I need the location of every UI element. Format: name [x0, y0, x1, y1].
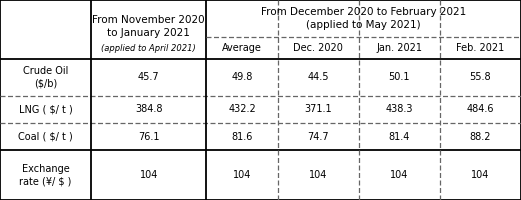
Text: 384.8: 384.8: [135, 104, 163, 114]
Text: From December 2020 to February 2021
(applied to May 2021): From December 2020 to February 2021 (app…: [261, 7, 466, 30]
Text: Coal ( $/ t ): Coal ( $/ t ): [18, 132, 73, 142]
Text: 49.8: 49.8: [231, 72, 253, 82]
Text: (applied to April 2021): (applied to April 2021): [101, 44, 196, 53]
Text: From November 2020
to January 2021: From November 2020 to January 2021: [92, 15, 205, 38]
Text: 55.8: 55.8: [469, 72, 491, 82]
Text: 104: 104: [233, 170, 251, 180]
Text: 81.6: 81.6: [231, 132, 253, 142]
Text: 45.7: 45.7: [138, 72, 159, 82]
Text: 104: 104: [309, 170, 327, 180]
Text: Exchange
rate (¥/ $ ): Exchange rate (¥/ $ ): [19, 164, 72, 186]
Text: 104: 104: [140, 170, 158, 180]
Text: Dec. 2020: Dec. 2020: [293, 43, 343, 53]
Text: Average: Average: [222, 43, 262, 53]
Text: Feb. 2021: Feb. 2021: [456, 43, 504, 53]
Text: 76.1: 76.1: [138, 132, 159, 142]
Text: 74.7: 74.7: [307, 132, 329, 142]
Text: LNG ( $/ t ): LNG ( $/ t ): [19, 104, 72, 114]
Text: Crude Oil
($/b): Crude Oil ($/b): [23, 66, 68, 89]
Text: 81.4: 81.4: [389, 132, 410, 142]
Text: 44.5: 44.5: [307, 72, 329, 82]
Text: 50.1: 50.1: [389, 72, 410, 82]
Text: Jan. 2021: Jan. 2021: [376, 43, 423, 53]
Text: 371.1: 371.1: [304, 104, 332, 114]
Text: 484.6: 484.6: [467, 104, 494, 114]
Text: 104: 104: [390, 170, 408, 180]
Text: 88.2: 88.2: [470, 132, 491, 142]
Text: 432.2: 432.2: [228, 104, 256, 114]
Text: 104: 104: [472, 170, 490, 180]
Text: 438.3: 438.3: [386, 104, 413, 114]
